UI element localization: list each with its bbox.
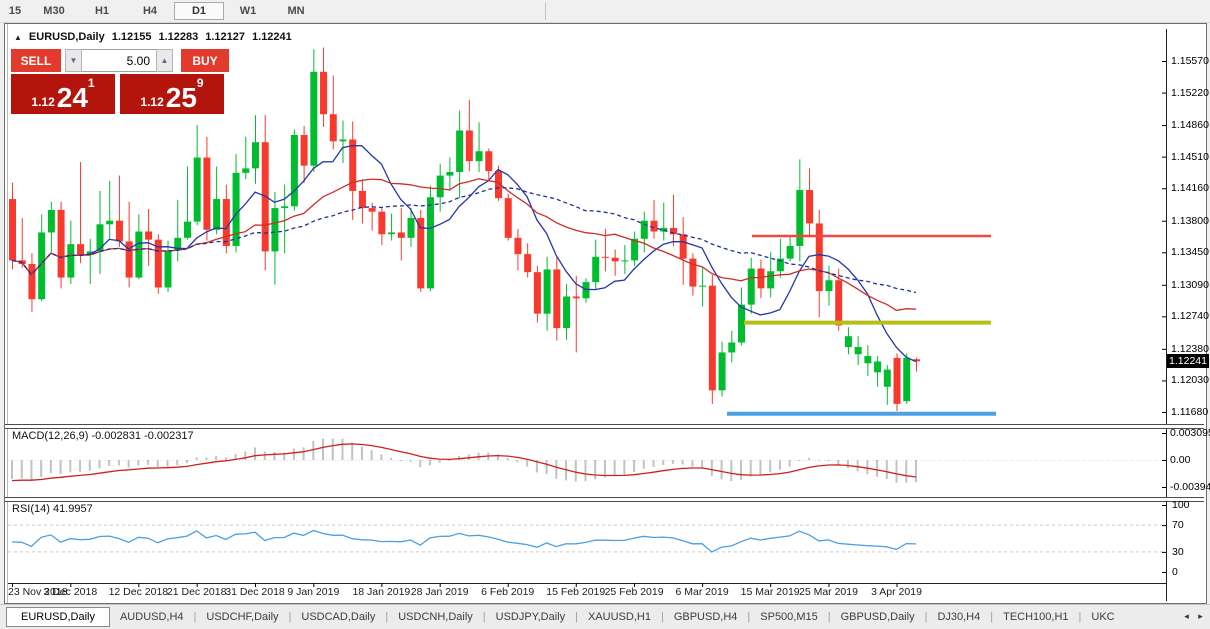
tab-tech100-h1[interactable]: TECH100,H1 bbox=[1003, 611, 1069, 623]
volume-decrease-button[interactable]: ▼ bbox=[65, 49, 82, 72]
tab-divider: | bbox=[747, 611, 751, 623]
date-axis-label: 28 Jan 2019 bbox=[410, 586, 469, 598]
tab-divider: | bbox=[827, 611, 831, 623]
rsi-panel-splitter[interactable] bbox=[5, 497, 1204, 502]
sell-button[interactable]: SELL bbox=[11, 49, 61, 72]
sell-price-prefix: 1.12 bbox=[31, 95, 55, 109]
volume-increase-button[interactable]: ▲ bbox=[156, 49, 173, 72]
price-axis-label: 1.15570 bbox=[1171, 55, 1209, 67]
collapse-icon[interactable]: ▲ bbox=[14, 32, 22, 42]
timeframe-button-w1[interactable]: W1 bbox=[239, 5, 257, 17]
buy-price-big: 25 bbox=[165, 82, 197, 113]
price-axis-label: 1.14510 bbox=[1171, 150, 1209, 163]
tab-usdjpy-daily[interactable]: USDJPY,Daily bbox=[495, 611, 566, 623]
chevron-down-icon: ▼ bbox=[69, 56, 78, 65]
timeframe-button-m30[interactable]: M30 bbox=[43, 5, 65, 17]
date-axis-label: 21 Dec 2018 bbox=[166, 586, 227, 598]
rsi-indicator-label: RSI(14) 41.9957 bbox=[12, 503, 93, 515]
tab-dj30-h4[interactable]: DJ30,H4 bbox=[937, 611, 981, 623]
timeframe-button-15[interactable]: 15 bbox=[8, 5, 22, 17]
one-click-trading-panel: SELL ▼ ▲ BUY 1.12 24 1 1.12 25 9 bbox=[11, 49, 229, 114]
price-axis-label: 1.11680 bbox=[1171, 406, 1209, 418]
tab-divider: | bbox=[660, 611, 664, 623]
date-axis-label: 9 Jan 2019 bbox=[287, 586, 340, 598]
date-axis-label: 18 Jan 2019 bbox=[352, 586, 411, 598]
timeframe-button-h4[interactable]: H4 bbox=[142, 5, 158, 17]
price-axis-label: 1.14860 bbox=[1171, 119, 1209, 132]
date-axis-label: 3 Apr 2019 bbox=[871, 586, 922, 598]
price-axis-label: 1.12740 bbox=[1171, 310, 1209, 323]
current-price-badge: 1.12241 bbox=[1167, 354, 1209, 369]
quote-high: 1.12283 bbox=[158, 31, 199, 43]
date-axis-label: 15 Mar 2019 bbox=[740, 586, 800, 598]
price-axis-label: 1.12380 bbox=[1171, 342, 1209, 355]
buy-price-sup: 9 bbox=[196, 76, 204, 90]
tab-divider: | bbox=[193, 611, 197, 623]
tab-usdchf-daily[interactable]: USDCHF,Daily bbox=[206, 611, 279, 623]
date-axis-label: 12 Dec 2018 bbox=[108, 586, 169, 598]
timeframe-button-mn[interactable]: MN bbox=[287, 5, 305, 17]
buy-price-prefix: 1.12 bbox=[140, 95, 164, 109]
price-axis-label: 1.13090 bbox=[1171, 278, 1209, 291]
tab-eurusd-daily[interactable]: EURUSD,Daily bbox=[6, 607, 110, 627]
buy-price-box[interactable]: 1.12 25 9 bbox=[120, 74, 224, 114]
macd-axis-label: 0.003095 bbox=[1170, 427, 1210, 439]
price-axis-label: 1.13800 bbox=[1171, 214, 1209, 227]
macd-indicator-label: MACD(12,26,9) -0.002831 -0.002317 bbox=[12, 430, 194, 442]
tab-ukc[interactable]: UKC bbox=[1091, 611, 1115, 623]
buy-button[interactable]: BUY bbox=[181, 49, 229, 72]
sell-price-big: 24 bbox=[56, 82, 88, 113]
timeframe-button-d1[interactable]: D1 bbox=[174, 2, 224, 20]
date-axis-label: 6 Feb 2019 bbox=[481, 586, 535, 598]
tab-divider: | bbox=[990, 611, 994, 623]
price-axis-label: 1.14160 bbox=[1171, 182, 1209, 195]
macd-panel-splitter[interactable] bbox=[5, 424, 1204, 429]
tab-sp500-m15[interactable]: SP500,M15 bbox=[760, 611, 818, 623]
tab-scroll-right-button[interactable]: ▸ bbox=[1198, 611, 1203, 621]
timeframe-button-h1[interactable]: H1 bbox=[94, 5, 110, 17]
chart-symbol-title: EURUSD,Daily bbox=[28, 31, 105, 43]
rsi-axis-label: 100 bbox=[1172, 499, 1190, 511]
tab-audusd-h4[interactable]: AUDUSD,H4 bbox=[119, 611, 184, 623]
date-axis-label: 15 Feb 2019 bbox=[546, 586, 606, 598]
tab-usdcad-daily[interactable]: USDCAD,Daily bbox=[301, 611, 376, 623]
tab-divider: | bbox=[575, 611, 578, 623]
macd-axis-label: -0.003947 bbox=[1170, 481, 1210, 493]
date-axis-label: 6 Mar 2019 bbox=[675, 586, 729, 598]
price-axis-label: 1.12030 bbox=[1171, 374, 1209, 387]
price-axis-label: 1.15220 bbox=[1171, 86, 1209, 99]
tab-divider: | bbox=[924, 611, 928, 623]
sell-price-box[interactable]: 1.12 24 1 bbox=[11, 74, 115, 114]
tab-gbpusd-h4[interactable]: GBPUSD,H4 bbox=[673, 611, 738, 623]
date-axis-label: 31 Dec 2018 bbox=[225, 586, 285, 598]
sell-price-sup: 1 bbox=[87, 76, 95, 90]
rsi-axis-label: 70 bbox=[1172, 519, 1184, 532]
tab-usdcnh-daily[interactable]: USDCNH,Daily bbox=[398, 611, 473, 623]
quote-low: 1.12127 bbox=[205, 31, 246, 43]
tab-scroll-left-button[interactable]: ◂ bbox=[1184, 611, 1189, 621]
timeframe-toolbar: 15 M30 H1 H4 D1 W1 MN bbox=[0, 0, 1210, 23]
tab-divider: | bbox=[1078, 611, 1082, 623]
rsi-axis-label: 30 bbox=[1172, 545, 1184, 558]
date-axis-label: 3 Dec 2018 bbox=[43, 586, 98, 598]
price-axis-label: 1.13450 bbox=[1171, 246, 1209, 259]
tab-divider: | bbox=[482, 611, 486, 623]
chart-title-bar: ▲ EURUSD,Daily 1.12155 1.12283 1.12127 1… bbox=[14, 31, 292, 43]
macd-axis-label: 0.00 bbox=[1170, 454, 1191, 466]
quote-open: 1.12155 bbox=[111, 31, 152, 43]
tab-divider: | bbox=[385, 611, 389, 623]
date-axis-label: 25 Feb 2019 bbox=[604, 586, 664, 598]
tab-xauusd-h1[interactable]: XAUUSD,H1 bbox=[588, 611, 651, 623]
chevron-up-icon: ▲ bbox=[160, 56, 169, 65]
tab-divider: | bbox=[288, 611, 292, 623]
date-axis-label: 23 Nov 2018 bbox=[8, 586, 68, 598]
rsi-axis-label: 0 bbox=[1172, 566, 1178, 578]
tab-gbpusd-daily[interactable]: GBPUSD,Daily bbox=[840, 611, 915, 623]
toolbar-divider bbox=[545, 2, 546, 20]
chart-tab-bar: EURUSD,Daily AUDUSD,H4 | USDCHF,Daily | USDCA… bbox=[0, 604, 1210, 629]
volume-input[interactable] bbox=[82, 49, 156, 72]
quote-close: 1.12241 bbox=[252, 31, 292, 43]
date-axis-label: 25 Mar 2019 bbox=[798, 586, 858, 598]
